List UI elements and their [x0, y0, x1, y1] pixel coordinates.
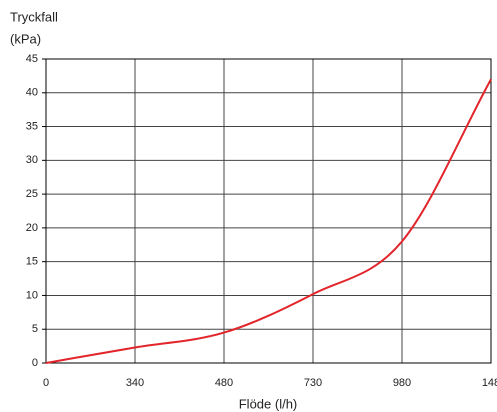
y-tick-label: 5 [32, 323, 38, 335]
x-tick-label: 148 [482, 377, 497, 389]
y-tick-label: 15 [26, 256, 38, 268]
y-tick-label: 0 [32, 357, 38, 369]
plot-border [45, 58, 492, 364]
y-tick-label: 25 [26, 188, 38, 200]
x-tick-label: 340 [126, 377, 144, 389]
y-tick-label: 10 [26, 289, 38, 301]
y-tick-label: 20 [26, 222, 38, 234]
x-tick-label: 480 [215, 377, 233, 389]
x-tick-label: 980 [393, 377, 411, 389]
data-line [45, 78, 492, 364]
y-tick-label: 35 [26, 120, 38, 132]
x-tick-label: 0 [43, 377, 49, 389]
chart-subtitle: (kPa) [10, 31, 41, 46]
y-tick-label: 40 [26, 87, 38, 99]
y-tick-label: 30 [26, 154, 38, 166]
y-tick-label: 45 [26, 53, 38, 65]
x-axis-label: Flöde (l/h) [239, 396, 298, 411]
x-tick-label: 730 [304, 377, 322, 389]
chart-title: Tryckfall [10, 9, 58, 24]
